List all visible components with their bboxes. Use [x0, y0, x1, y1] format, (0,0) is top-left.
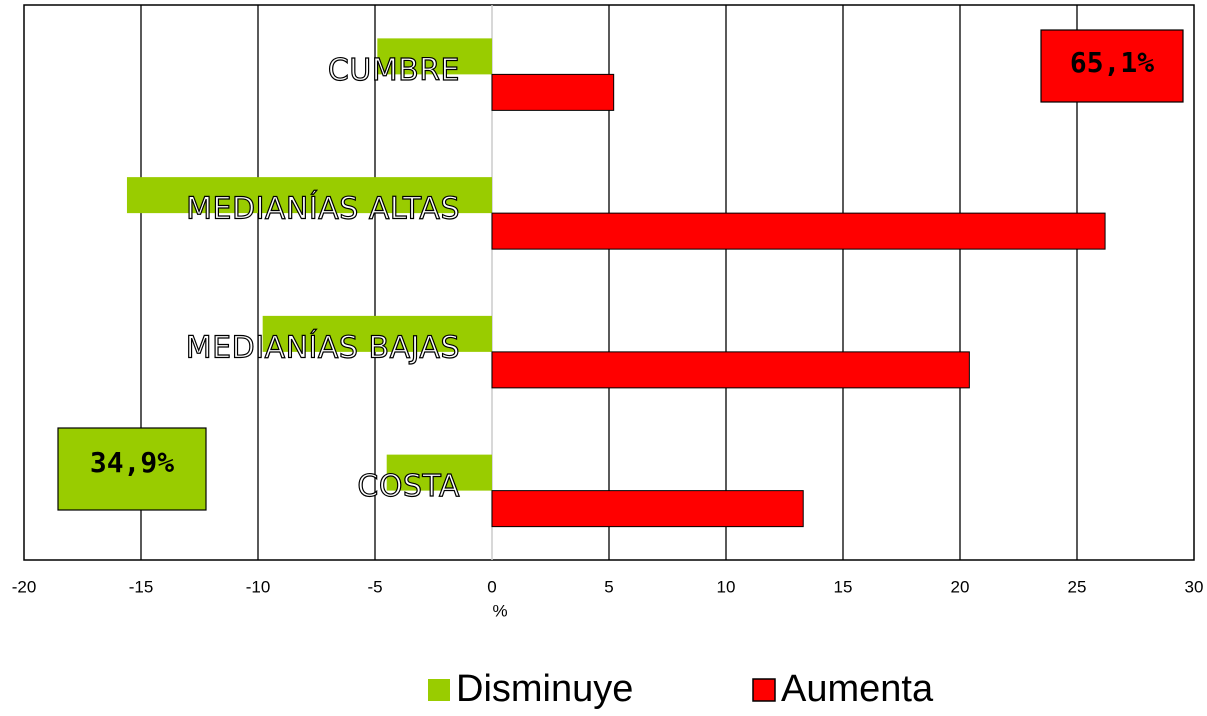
category-label: COSTA: [357, 469, 460, 504]
x-tick-label: -10: [246, 577, 271, 596]
bar: [377, 38, 492, 75]
annotation-text: 65,1%: [1070, 46, 1154, 79]
bar: [386, 454, 492, 491]
bar: [491, 351, 970, 389]
annotation-box: [1040, 29, 1184, 103]
x-tick-label: 25: [1068, 577, 1087, 596]
x-tick-label: -15: [129, 577, 154, 596]
annotation-box: [57, 427, 207, 511]
category-label: CUMBRE: [328, 53, 460, 88]
bar: [126, 177, 493, 214]
x-tick-label: 30: [1185, 577, 1204, 596]
x-tick-label: 15: [834, 577, 853, 596]
x-tick-label: 20: [951, 577, 970, 596]
x-tick-label: 0: [487, 577, 496, 596]
bar: [491, 212, 1106, 250]
legend-swatch: [428, 679, 450, 701]
category-label: MEDIANÍAS BAJAS: [186, 329, 460, 365]
legend-swatch: [752, 678, 776, 702]
x-tick-label: 10: [717, 577, 736, 596]
bar: [491, 490, 804, 528]
x-tick-label: 5: [604, 577, 613, 596]
category-label: MEDIANÍAS ALTAS: [186, 191, 460, 227]
annotation-text: 34,9%: [90, 446, 174, 479]
x-tick-label: -20: [12, 577, 37, 596]
x-axis-label: %: [492, 601, 507, 620]
x-tick-label: -5: [367, 577, 382, 596]
legend-label: Aumenta: [781, 668, 934, 710]
legend-label: Disminuye: [456, 668, 633, 710]
bar: [491, 73, 615, 111]
bar: [262, 315, 492, 352]
